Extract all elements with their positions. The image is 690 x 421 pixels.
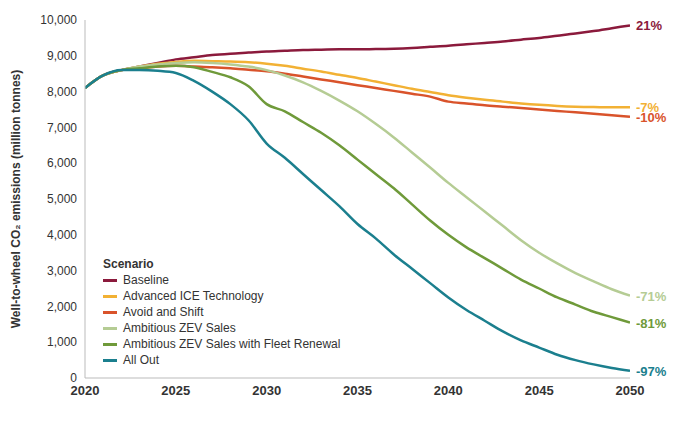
svg-text:2050: 2050	[616, 383, 645, 398]
html-text:All Out: All Out	[123, 353, 159, 367]
svg-text:2,000: 2,000	[47, 300, 77, 314]
svg-text:-71%: -71%	[636, 289, 667, 304]
svg-text:2045: 2045	[525, 383, 554, 398]
svg-text:7,000: 7,000	[47, 121, 77, 135]
svg-text:-7%: -7%	[636, 100, 660, 116]
svg-text:-10%: -10%	[636, 110, 667, 125]
svg-text:2030: 2030	[252, 383, 281, 398]
svg-text:2025: 2025	[161, 383, 190, 398]
svg-text:3,000: 3,000	[47, 264, 77, 278]
svg-text:10,000: 10,000	[40, 13, 77, 27]
html-text:Baseline: Baseline	[123, 273, 169, 287]
svg-text:6,000: 6,000	[47, 156, 77, 170]
svg-text:9,000: 9,000	[47, 49, 77, 63]
svg-text:2020: 2020	[71, 383, 100, 398]
html-text:Advanced ICE Technology: Advanced ICE Technology	[123, 289, 264, 303]
svg-text:1,000: 1,000	[47, 335, 77, 349]
svg-text:21%: 21%	[636, 18, 662, 33]
html-text:Ambitious ZEV Sales with Fleet: Ambitious ZEV Sales with Fleet Renewal	[123, 337, 341, 351]
svg-text:8,000: 8,000	[47, 85, 77, 99]
svg-text:4,000: 4,000	[47, 228, 77, 242]
svg-text:Well-to-wheel CO₂ emissions (m: Well-to-wheel CO₂ emissions (million ton…	[9, 70, 23, 328]
svg-text:-97%: -97%	[636, 364, 667, 379]
svg-text:5,000: 5,000	[47, 192, 77, 206]
html-text:Avoid and Shift: Avoid and Shift	[123, 305, 204, 319]
svg-text:-81%: -81%	[636, 316, 667, 331]
svg-text:2035: 2035	[343, 383, 372, 398]
svg-text:0: 0	[70, 371, 77, 385]
html-text:Ambitious ZEV Sales: Ambitious ZEV Sales	[123, 321, 236, 335]
svg-text:2040: 2040	[434, 383, 463, 398]
html-text:Scenario: Scenario	[103, 257, 154, 271]
